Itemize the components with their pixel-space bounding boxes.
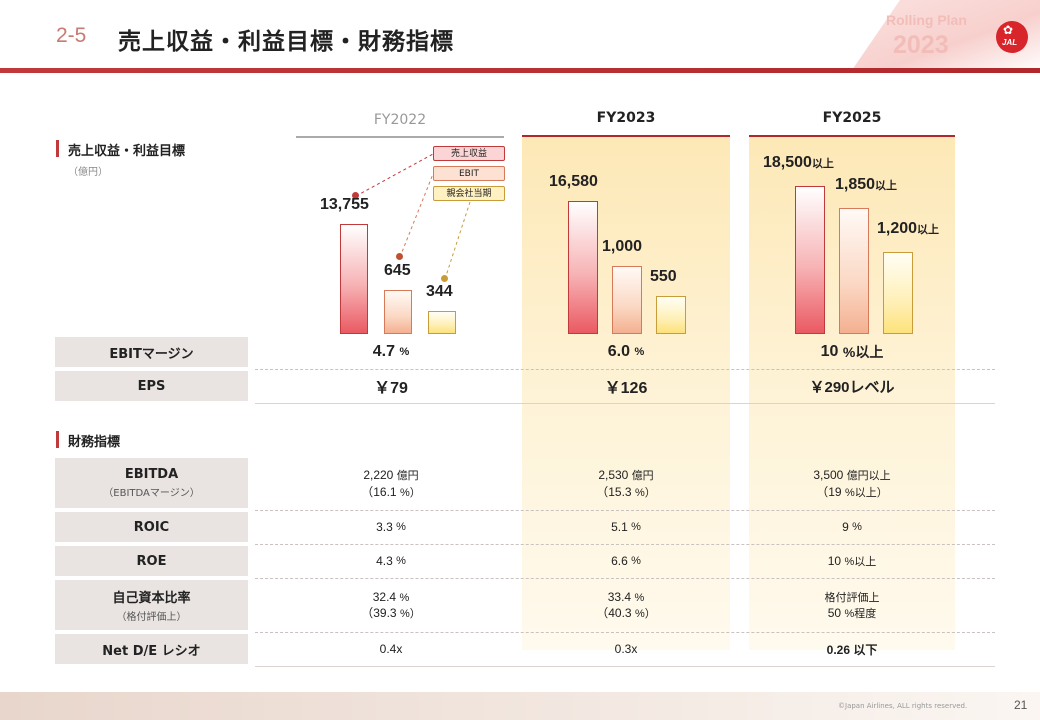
eps-fy2025: ￥290レベル bbox=[809, 378, 895, 396]
divider bbox=[255, 544, 995, 545]
ebit-margin-fy2022: 4.7 % bbox=[372, 343, 410, 360]
bar-ebit-fy2022 bbox=[384, 290, 412, 334]
data-label-revenue-fy2025: 18,500以上 bbox=[763, 154, 834, 172]
page-title: 売上収益・利益目標・財務指標 bbox=[118, 29, 454, 55]
fy2025-underline bbox=[749, 135, 955, 137]
legend-net-income: 親会社当期 bbox=[433, 186, 505, 201]
ebitda-fy2025: 3,500 億円以上 （19 %以上） bbox=[813, 467, 891, 499]
ebitda-fy2022: 2,220 億円 （16.1 %） bbox=[361, 467, 421, 499]
roe-fy2025: 10 %以上 bbox=[827, 554, 877, 568]
divider bbox=[255, 403, 995, 404]
roe-fy2022: 4.3 % bbox=[376, 554, 406, 568]
footer-bar bbox=[0, 692, 1040, 720]
section-title-targets: 売上収益・利益目標 bbox=[68, 144, 186, 159]
data-label-ebit-fy2025: 1,850以上 bbox=[835, 175, 898, 193]
rolling-plan-year: 2023 bbox=[893, 31, 949, 59]
fy2022-underline bbox=[296, 136, 504, 138]
column-fy2025: FY2025 bbox=[822, 110, 882, 126]
row-label-net-de: Net D/E レシオ bbox=[55, 634, 248, 664]
bar-ebit-fy2025 bbox=[839, 207, 869, 334]
section-title-financial: 財務指標 bbox=[68, 435, 121, 450]
data-label-net-income-fy2023: 550 bbox=[650, 268, 677, 286]
equity-ratio-fy2022: 32.4 % （39.3 %） bbox=[361, 589, 421, 620]
bar-net-income-fy2022 bbox=[428, 310, 456, 334]
row-label-roe: ROE bbox=[55, 546, 248, 576]
ebit-margin-fy2025: 10 %以上 bbox=[820, 343, 884, 360]
roic-fy2022: 3.3 % bbox=[376, 520, 406, 534]
bar-revenue-fy2022 bbox=[340, 224, 368, 334]
bar-revenue-fy2025 bbox=[795, 186, 825, 334]
ebit-margin-fy2023: 6.0 % bbox=[607, 343, 645, 360]
data-label-net-income-fy2022: 344 bbox=[426, 282, 453, 300]
bar-revenue-fy2023 bbox=[568, 201, 598, 334]
eps-fy2022: ￥79 bbox=[374, 380, 408, 397]
divider bbox=[255, 578, 995, 579]
divider bbox=[255, 369, 995, 370]
unit-label: （億円） bbox=[68, 167, 108, 178]
data-label-net-income-fy2025: 1,200以上 bbox=[877, 220, 940, 238]
row-label-ebitda: EBITDA （EBITDAマージン） bbox=[55, 458, 248, 508]
legend-connectors bbox=[355, 153, 471, 280]
fy2023-panel bbox=[522, 136, 730, 650]
legend-revenue: 売上収益 bbox=[433, 146, 505, 161]
column-fy2023: FY2023 bbox=[596, 110, 656, 126]
copyright: ©Japan Airlines, ALL rights reserved. bbox=[838, 702, 968, 710]
section-number: 2-5 bbox=[56, 24, 87, 47]
jal-logo-text: JAL bbox=[1002, 38, 1018, 47]
column-fy2022: FY2022 bbox=[373, 112, 427, 128]
equity-ratio-fy2023: 33.4 % （40.3 %） bbox=[596, 589, 656, 620]
net-de-fy2023: 0.3x bbox=[614, 642, 638, 656]
jal-logo bbox=[996, 21, 1028, 53]
legend-dot-ebit bbox=[396, 253, 403, 260]
data-label-revenue-fy2022: 13,755 bbox=[320, 196, 369, 213]
legend-ebit: EBIT bbox=[433, 166, 505, 181]
row-label-equity-ratio: 自己資本比率 （格付評価上） bbox=[55, 580, 248, 630]
divider bbox=[255, 510, 995, 511]
rolling-plan-label: Rolling Plan bbox=[886, 12, 967, 28]
bar-net-income-fy2025 bbox=[883, 252, 913, 334]
page-number: 21 bbox=[1014, 698, 1028, 712]
section-marker bbox=[56, 140, 59, 157]
section-marker bbox=[56, 431, 59, 448]
bar-ebit-fy2023 bbox=[612, 265, 642, 334]
fy2023-underline bbox=[522, 135, 730, 137]
roic-fy2023: 5.1 % bbox=[611, 520, 641, 534]
equity-ratio-fy2025: 格付評価上 50 %程度 bbox=[824, 592, 880, 620]
crane-icon: ✿ bbox=[1003, 23, 1014, 37]
legend-dot-net bbox=[441, 275, 448, 282]
roe-fy2023: 6.6 % bbox=[611, 554, 641, 568]
row-label-ebit-margin: EBITマージン bbox=[55, 337, 248, 367]
ebitda-fy2023: 2,530 億円 （15.3 %） bbox=[596, 467, 656, 499]
roic-fy2025: 9 % bbox=[842, 520, 862, 534]
divider bbox=[255, 666, 995, 667]
header-rule bbox=[0, 68, 1040, 73]
data-label-ebit-fy2022: 645 bbox=[384, 262, 411, 279]
data-label-ebit-fy2023: 1,000 bbox=[602, 237, 643, 255]
net-de-fy2025: 0.26 以下 bbox=[826, 642, 878, 657]
row-label-roic: ROIC bbox=[55, 512, 248, 542]
legend-dot-revenue bbox=[352, 192, 359, 199]
row-label-eps: EPS bbox=[55, 371, 248, 401]
bar-net-income-fy2023 bbox=[656, 296, 686, 334]
eps-fy2023: ￥126 bbox=[604, 380, 648, 397]
divider bbox=[255, 632, 995, 633]
data-label-revenue-fy2023: 16,580 bbox=[549, 173, 598, 191]
net-de-fy2022: 0.4x bbox=[379, 642, 403, 656]
